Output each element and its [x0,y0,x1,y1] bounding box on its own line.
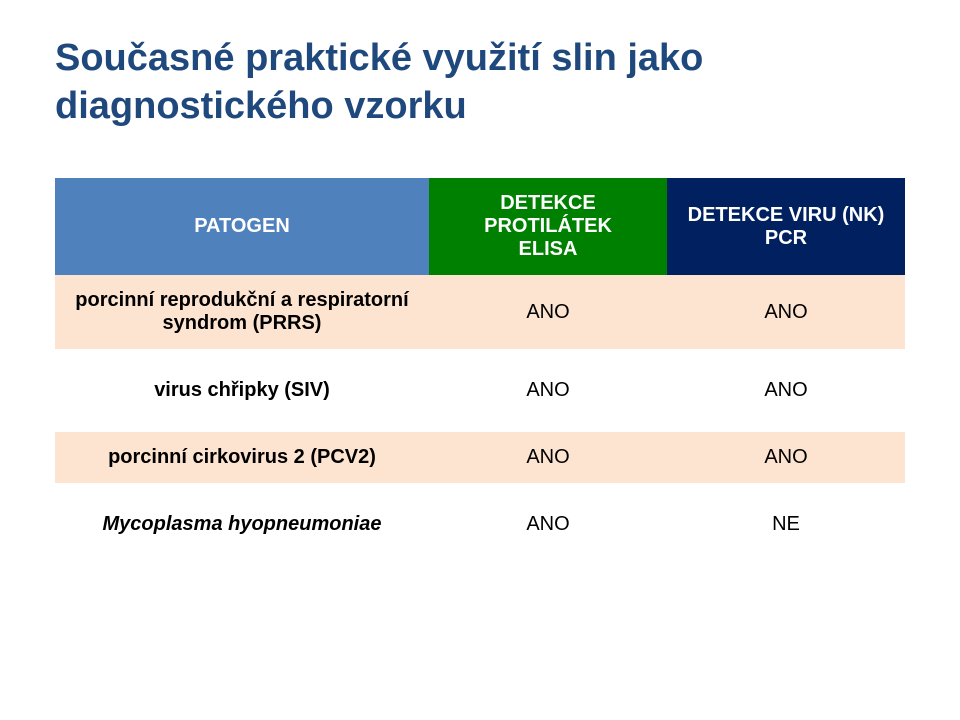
row-separator [55,483,905,499]
row-separator [55,349,905,365]
header-line: PCR [765,227,807,249]
diagnostic-table: PATOGEN DETEKCE PROTILÁTEKELISA DETEKCE … [55,178,905,550]
col-header-elisa: DETEKCE PROTILÁTEKELISA [429,178,667,275]
cell-pcr: NE [667,499,905,550]
cell-pcr: ANO [667,275,905,349]
cell-elisa: ANO [429,432,667,483]
table-row: porcinní cirkovirus 2 (PCV2)ANOANO [55,432,905,483]
page-title: Současné praktické využití slin jako dia… [55,35,905,130]
cell-elisa: ANO [429,499,667,550]
title-line-1: Současné praktické využití slin jako [55,37,703,79]
cell-pcr: ANO [667,432,905,483]
header-line: DETEKCE PROTILÁTEK [484,192,612,237]
table-row: Mycoplasma hyopneumoniaeANONE [55,499,905,550]
table-header-row: PATOGEN DETEKCE PROTILÁTEKELISA DETEKCE … [55,178,905,275]
table-row: virus chřipky (SIV)ANOANO [55,365,905,416]
header-line: PATOGEN [194,215,290,237]
cell-elisa: ANO [429,275,667,349]
table-row: porcinní reprodukční a respiratorní synd… [55,275,905,349]
row-label: Mycoplasma hyopneumoniae [55,499,429,550]
row-label: porcinní cirkovirus 2 (PCV2) [55,432,429,483]
col-header-pcr: DETEKCE VIRU (NK)PCR [667,178,905,275]
row-label: virus chřipky (SIV) [55,365,429,416]
row-label: porcinní reprodukční a respiratorní synd… [55,275,429,349]
cell-elisa: ANO [429,365,667,416]
header-line: ELISA [519,238,578,260]
col-header-patogen: PATOGEN [55,178,429,275]
row-separator [55,416,905,432]
title-line-2: diagnostického vzorku [55,85,467,127]
header-line: DETEKCE VIRU (NK) [688,204,885,226]
cell-pcr: ANO [667,365,905,416]
